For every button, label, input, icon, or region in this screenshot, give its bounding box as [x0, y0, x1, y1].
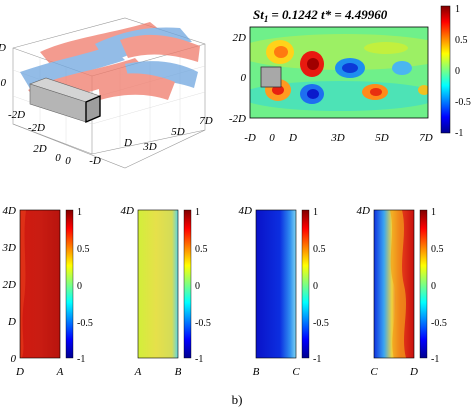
y-tick: 4D [3, 205, 17, 217]
y-tick: -2D [229, 113, 246, 125]
y-tick: 2D [233, 32, 247, 44]
x-tick: 7D [199, 115, 213, 127]
z-tick: 2D [0, 42, 6, 54]
colorbar-tick: -0.5 [77, 318, 93, 329]
x-tick: -D [244, 132, 256, 144]
y-tick: 4D [239, 205, 253, 217]
colorbar-tick: 0.5 [195, 244, 208, 255]
vortex-tube-positive [98, 73, 175, 100]
iso-surface-plot: 2D 0 -2D 2D 0 -2D -D 0 D 3D 5D 7D [0, 17, 213, 169]
colorbar-tick: 1 [313, 207, 318, 218]
colorbar-tick: 0 [455, 66, 460, 77]
iso-z-ticks: 2D 0 -2D [0, 42, 25, 121]
panel-left-label: D [15, 366, 24, 378]
vortex-tube-positive [120, 34, 200, 62]
colorbar-tick: -1 [455, 128, 463, 139]
contour-colorbar-ticks: 1 0.5 0 -0.5 -1 [455, 4, 471, 139]
y-tick: D [7, 316, 16, 328]
colorbar-tick: 0 [195, 281, 200, 292]
side-panel-2: 4D 1 0.5 0 -0.5 -1 A B [121, 205, 211, 378]
panel-right-label: B [175, 366, 182, 378]
side-panel-1: 4D 3D 2D D 0 1 0.5 0 -0.5 -1 D A [2, 205, 93, 378]
x-tick: -D [89, 155, 101, 167]
panel-colorbar [65, 209, 74, 359]
y-tick: 2D [3, 279, 17, 291]
contour-x-ticks: -D 0 D 3D 5D 7D [244, 132, 433, 144]
contour-title: St1 = 0.1242 t* = 4.49960 [253, 7, 388, 24]
z-tick: 0 [1, 77, 7, 89]
colorbar-tick: 1 [195, 207, 200, 218]
x-tick: 3D [330, 132, 345, 144]
contour-y-ticks: 2D 0 -2D [229, 32, 247, 125]
x-tick: 5D [171, 126, 185, 138]
panel-field [20, 210, 60, 358]
panel-left-label: B [253, 366, 260, 378]
colorbar-tick: 0.5 [455, 35, 468, 46]
panel-field [138, 210, 178, 358]
panel-left-label: A [134, 366, 142, 378]
panel-field [256, 210, 296, 358]
panel-colorbar [301, 209, 310, 359]
y-tick: -2D [28, 122, 45, 134]
colorbar-tick: -1 [431, 354, 439, 365]
contour-frame [249, 26, 429, 119]
x-tick: 5D [375, 132, 389, 144]
side-panel-3: 4D 1 0.5 0 -0.5 -1 B C [239, 205, 329, 378]
colorbar-tick: 0 [431, 281, 436, 292]
panel-left-label: C [370, 366, 378, 378]
colorbar-tick: -1 [313, 354, 321, 365]
y-tick: 2D [33, 143, 47, 155]
side-panel-4: 4D 1 0.5 0 -0.5 -1 C D [357, 205, 447, 378]
contour-plot: St1 = 0.1242 t* = 4.49960 2D 0 [229, 4, 471, 144]
colorbar-tick: 0.5 [431, 244, 444, 255]
colorbar-tick: -0.5 [313, 318, 329, 329]
iso-vortex-tubes [20, 22, 200, 108]
colorbar-tick: 0 [77, 281, 82, 292]
panel-right-label: A [56, 366, 64, 378]
x-tick: 3D [142, 141, 157, 153]
cylinder-cross-section [260, 66, 282, 88]
x-tick: 0 [269, 132, 275, 144]
colorbar-tick: 0.5 [77, 244, 90, 255]
x-tick: 7D [419, 132, 433, 144]
colorbar-tick: -1 [77, 354, 85, 365]
colorbar-tick: 1 [455, 4, 460, 15]
colorbar-tick: -1 [195, 354, 203, 365]
contour-colorbar [440, 5, 451, 134]
colorbar-tick: 0 [313, 281, 318, 292]
y-tick: 0 [241, 72, 247, 84]
x-tick: D [123, 137, 132, 149]
colorbar-tick: -0.5 [431, 318, 447, 329]
panel-right-label: D [409, 366, 418, 378]
contour-field [250, 27, 428, 118]
x-tick: D [288, 132, 297, 144]
panel-colorbar [183, 209, 192, 359]
colorbar-tick: 0.5 [313, 244, 326, 255]
y-tick: 0 [55, 152, 61, 164]
panel-right-label: C [292, 366, 300, 378]
iso-y-ticks: 2D 0 -2D [28, 122, 61, 164]
figure-caption: b) [232, 392, 243, 407]
panel-colorbar [419, 209, 428, 359]
colorbar-tick: -0.5 [195, 318, 211, 329]
z-tick: -2D [8, 109, 25, 121]
y-tick: 4D [121, 205, 135, 217]
colorbar-tick: 1 [431, 207, 436, 218]
colorbar-tick: -0.5 [455, 97, 471, 108]
y-tick: 4D [357, 205, 371, 217]
x-tick: 0 [65, 155, 71, 167]
y-tick: 0 [11, 353, 17, 365]
y-tick: 3D [2, 242, 17, 254]
colorbar-tick: 1 [77, 207, 82, 218]
iso-x-ticks: -D 0 D 3D 5D 7D [65, 115, 213, 167]
cylinder-body [29, 77, 101, 124]
